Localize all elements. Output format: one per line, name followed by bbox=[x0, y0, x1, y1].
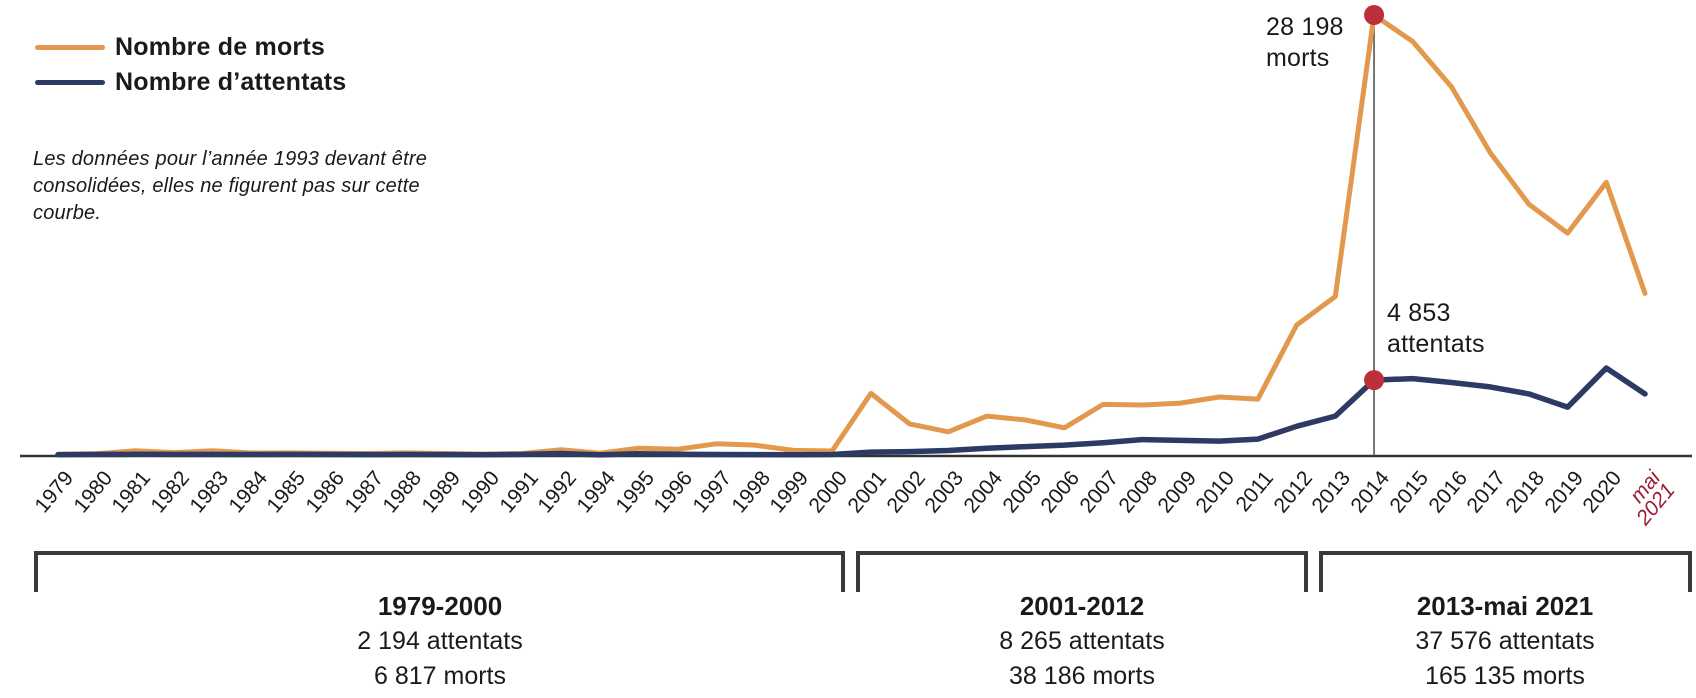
period-title: 1979-2000 bbox=[377, 591, 503, 621]
peak-marker-attentats bbox=[1364, 370, 1385, 391]
period-title: 2013-mai 2021 bbox=[1416, 591, 1594, 621]
period-attentats: 37 576 attentats bbox=[1415, 627, 1595, 655]
period-attentats: 8 265 attentats bbox=[999, 627, 1165, 655]
morts-line-swatch bbox=[35, 44, 105, 50]
annotation-peak-morts-value: 28 198 bbox=[1266, 13, 1344, 41]
attentats-line-swatch bbox=[35, 79, 105, 85]
legend: Nombre de morts Nombre d’attentats bbox=[35, 32, 347, 104]
period-bracket-2 bbox=[856, 551, 1308, 592]
legend-row-morts: Nombre de morts bbox=[35, 32, 346, 61]
legend-attentats-label: Nombre d’attentats bbox=[115, 67, 347, 96]
period-summary-3: 2013-mai 2021 37 576 attentats 165 135 mor… bbox=[1295, 589, 1696, 694]
legend-morts-label: Nombre de morts bbox=[115, 32, 325, 61]
annotation-peak-morts-label: morts bbox=[1266, 44, 1330, 72]
period-bracket-1 bbox=[34, 551, 845, 592]
annotation-peak-attentats: 4 853 attentats bbox=[1387, 298, 1485, 360]
annotation-peak-attentats-label: attentats bbox=[1387, 330, 1485, 358]
period-morts: 6 817 morts bbox=[373, 662, 506, 690]
peak-marker-morts bbox=[1364, 5, 1385, 25]
attentats-line bbox=[55, 365, 1648, 458]
annotation-peak-morts: 28 198 morts bbox=[1266, 12, 1344, 74]
period-attentats: 2 194 attentats bbox=[357, 627, 523, 655]
footnote-1993: Les données pour l’année 1993 devant êtr… bbox=[33, 148, 428, 224]
annotation-peak-attentats-value: 4 853 bbox=[1387, 299, 1451, 327]
period-title: 2001-2012 bbox=[1019, 591, 1145, 621]
period-morts: 38 186 morts bbox=[1009, 662, 1155, 690]
legend-row-attentats: Nombre d’attentats bbox=[35, 67, 347, 96]
period-summary-1: 1979-2000 2 194 attentats 6 817 morts bbox=[230, 589, 650, 694]
period-summary-2: 2001-2012 8 265 attentats 38 186 morts bbox=[872, 589, 1292, 694]
period-morts: 165 135 morts bbox=[1425, 662, 1585, 690]
period-bracket-3 bbox=[1319, 551, 1692, 592]
